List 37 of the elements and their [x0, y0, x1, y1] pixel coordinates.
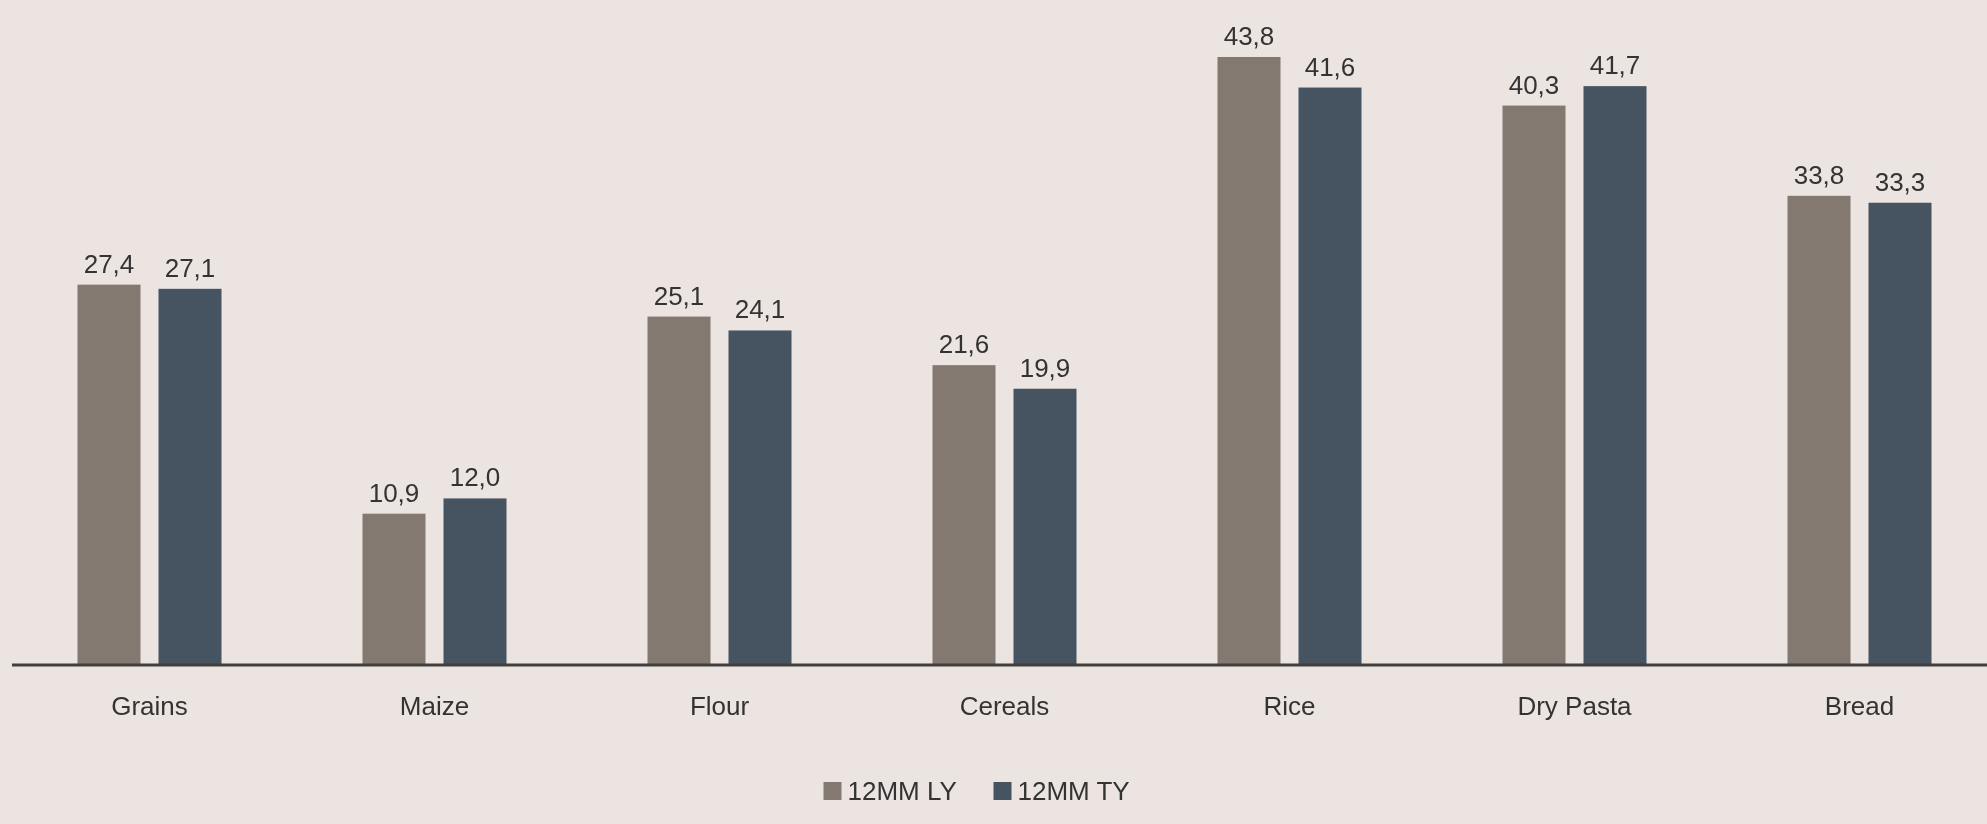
bar [1217, 57, 1281, 665]
x-tick-label: Flour [689, 691, 750, 721]
data-label: 40,3 [1508, 69, 1560, 100]
data-label: 41,7 [1589, 50, 1641, 81]
data-label: 27,1 [164, 252, 216, 283]
data-label: 21,6 [938, 329, 990, 360]
x-tick-label: Bread [1824, 691, 1895, 721]
data-label: 24,1 [734, 294, 786, 325]
data-label: 12,0 [449, 462, 501, 493]
bar [362, 513, 426, 665]
bar [1583, 86, 1647, 665]
data-label: 19,9 [1019, 352, 1071, 383]
bar [1298, 87, 1362, 665]
bar [647, 316, 711, 665]
x-tick-label: Grains [111, 691, 188, 721]
data-label: 10,9 [368, 477, 420, 508]
data-label: 41,6 [1304, 51, 1356, 82]
bar [158, 288, 222, 665]
bar [1787, 195, 1851, 665]
data-label: 27,4 [83, 248, 135, 279]
bar [1013, 388, 1077, 665]
bar [728, 330, 792, 665]
x-tick-label: Cereals [959, 691, 1050, 721]
bar [932, 365, 996, 665]
x-tick-label: Maize [399, 691, 470, 721]
bar [443, 498, 507, 665]
data-label: 33,8 [1793, 159, 1845, 190]
data-label: 43,8 [1223, 21, 1275, 51]
x-tick-label: Dry Pasta [1517, 691, 1633, 721]
x-tick-label: Rice [1263, 691, 1316, 721]
data-label: 33,3 [1874, 166, 1926, 197]
data-label: 25,1 [653, 280, 705, 311]
legend-label: 12MM LY [847, 776, 957, 806]
bar [1868, 202, 1932, 665]
bar [1502, 105, 1566, 665]
legend-label: 12MM TY [1017, 776, 1130, 806]
bar [77, 284, 141, 665]
